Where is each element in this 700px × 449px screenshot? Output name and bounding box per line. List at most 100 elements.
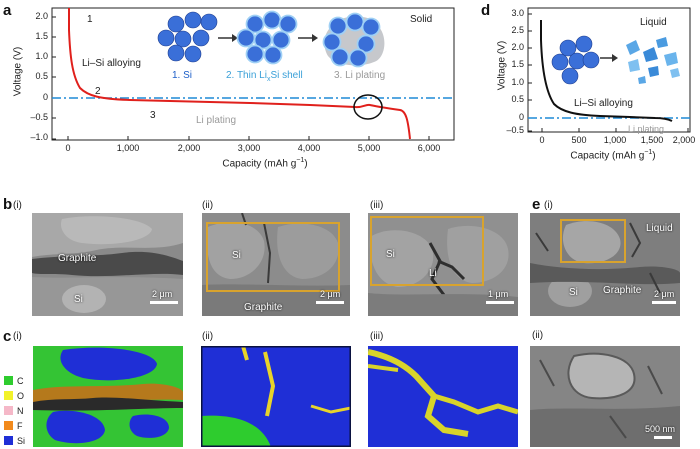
legend-item-c: C	[4, 376, 24, 386]
step-3-label: 3. Li plating	[334, 70, 386, 81]
panel-d-ytick: 2.5	[511, 25, 524, 35]
eds-map-c-iii	[368, 346, 518, 447]
panel-a-xtick: 1,000	[116, 143, 140, 153]
panel-c-label: c	[3, 328, 12, 345]
annotation-2: 2	[95, 86, 101, 97]
sem-image-b-i	[32, 213, 183, 316]
panel-a-xtick: 6,000	[417, 143, 441, 153]
step-2-label: 2. Thin LixSi shell	[226, 70, 303, 83]
panel-d-xtick: 1,000	[603, 135, 627, 145]
b-ii-si-label: Si	[232, 250, 241, 261]
panel-c-sub-i: (i)	[13, 331, 22, 342]
panel-a-label: a	[3, 2, 12, 19]
e-i-graphite-label: Graphite	[603, 285, 642, 296]
step-1-label: 1. Si	[172, 70, 193, 81]
b-i-scale-bar	[150, 301, 178, 304]
panel-d-ytick: 0	[518, 112, 524, 122]
panel-a-xtick: 2,000	[177, 143, 201, 153]
panel-a-xtick: 5,000	[357, 143, 381, 153]
panel-a-ytick: 0.5	[35, 71, 48, 81]
panel-d-ytick: –0.5	[506, 125, 524, 135]
b-iii-si-label: Si	[386, 249, 395, 260]
si-cluster-icon	[157, 11, 218, 63]
arrow-right-icon	[298, 34, 318, 42]
panel-a-ylabel: Voltage (V)	[12, 46, 24, 97]
panel-d-alloying-text: Li–Si alloying	[574, 98, 633, 109]
sem-image-e-i	[530, 213, 680, 316]
panel-d-xtick: 500	[571, 135, 587, 145]
fragmented-si-icon	[626, 37, 680, 84]
legend-item-o: O	[4, 391, 24, 401]
legend-swatch	[4, 406, 13, 415]
panel-a-plating-text: Li plating	[196, 115, 237, 126]
panel-d-ytick: 2.0	[511, 42, 524, 52]
annotation-3: 3	[150, 110, 156, 121]
li-plated-cluster-icon	[322, 12, 385, 68]
panel-a-ytick: –1.0	[30, 132, 48, 142]
panel-d-ytick: 1.5	[511, 59, 524, 69]
panel-c-sub-iii: (iii)	[370, 331, 384, 342]
panel-a-ytick: –0.5	[30, 112, 48, 122]
legend-swatch	[4, 421, 13, 430]
b-iii-highlight-box	[370, 216, 484, 286]
panel-d-ytick: 1.0	[511, 77, 524, 87]
panel-a-xtick: 4,000	[297, 143, 321, 153]
panel-d-chart	[527, 7, 691, 133]
panel-a-curve	[68, 8, 411, 140]
legend-item-n: N	[4, 406, 24, 416]
panel-d-curve	[540, 20, 673, 122]
si-cluster-icon	[551, 35, 600, 85]
e-i-scale-text: 2 μm	[654, 289, 675, 299]
panel-a-alloying-text: Li–Si alloying	[82, 58, 141, 69]
panel-a-xlabel: Capacity (mAh g−1)	[222, 157, 308, 170]
b-ii-scale-text: 2 μm	[320, 289, 341, 299]
panel-d-state: Liquid	[640, 17, 667, 28]
panel-d-xtick: 0	[539, 135, 545, 145]
si-shell-cluster-icon	[236, 10, 298, 65]
panel-e-label: e	[532, 196, 541, 213]
sem-image-b-iii	[368, 213, 518, 316]
panel-d-ytick: 3.0	[511, 8, 524, 18]
panel-e-sub-i: (i)	[544, 200, 553, 211]
panel-d-axes	[527, 7, 691, 133]
legend-swatch	[4, 391, 13, 400]
e-i-liquid-label: Liquid	[646, 223, 673, 234]
b-i-si-label: Si	[74, 294, 83, 305]
b-iii-scale-bar	[486, 301, 514, 304]
sem-image-b-ii	[202, 213, 350, 316]
arrow-right-icon	[600, 54, 618, 62]
b-ii-scale-bar	[316, 301, 344, 304]
legend-swatch	[4, 436, 13, 445]
panel-a-ytick: 1.5	[35, 31, 48, 41]
eds-map-c-ii	[201, 346, 351, 447]
b-iii-li-label: Li	[429, 268, 437, 279]
panel-d-xtick: 2,000	[672, 135, 696, 145]
panel-b-label: b	[3, 196, 13, 213]
e-ii-scale-text: 500 nm	[645, 424, 676, 434]
b-ii-graphite-label: Graphite	[244, 302, 283, 313]
panel-e-sub-ii: (ii)	[532, 330, 544, 341]
panel-b-sub-ii: (ii)	[202, 200, 214, 211]
b-ii-highlight-box	[206, 222, 340, 292]
annotation-1: 1	[87, 14, 93, 25]
panel-a-state: Solid	[410, 14, 433, 25]
e-ii-scale-bar	[654, 436, 672, 439]
legend-swatch	[4, 376, 13, 385]
panel-a-ytick: 0	[42, 92, 48, 102]
panel-a-xtick: 0	[65, 143, 71, 153]
b-i-scale-text: 2 μm	[152, 289, 173, 299]
panel-a-xtick: 3,000	[237, 143, 261, 153]
legend-item-si: Si	[4, 436, 25, 446]
panel-a-axes	[51, 7, 455, 141]
panel-d-xtick: 1,500	[640, 135, 664, 145]
panel-d-plating-text: Li plating	[628, 124, 665, 134]
panel-c-sub-ii: (ii)	[202, 331, 214, 342]
sem-image-e-ii	[530, 346, 680, 447]
b-i-graphite-label: Graphite	[58, 253, 97, 264]
e-i-si-label: Si	[569, 287, 578, 298]
panel-a-chart	[51, 7, 455, 141]
e-i-highlight-box	[560, 219, 626, 263]
panel-d-xlabel: Capacity (mAh g−1)	[570, 149, 656, 162]
panel-b-sub-i: (i)	[13, 200, 22, 211]
arrow-right-icon	[218, 34, 238, 42]
